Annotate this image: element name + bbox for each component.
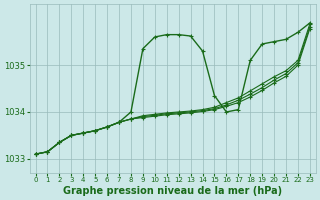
X-axis label: Graphe pression niveau de la mer (hPa): Graphe pression niveau de la mer (hPa) [63, 186, 282, 196]
